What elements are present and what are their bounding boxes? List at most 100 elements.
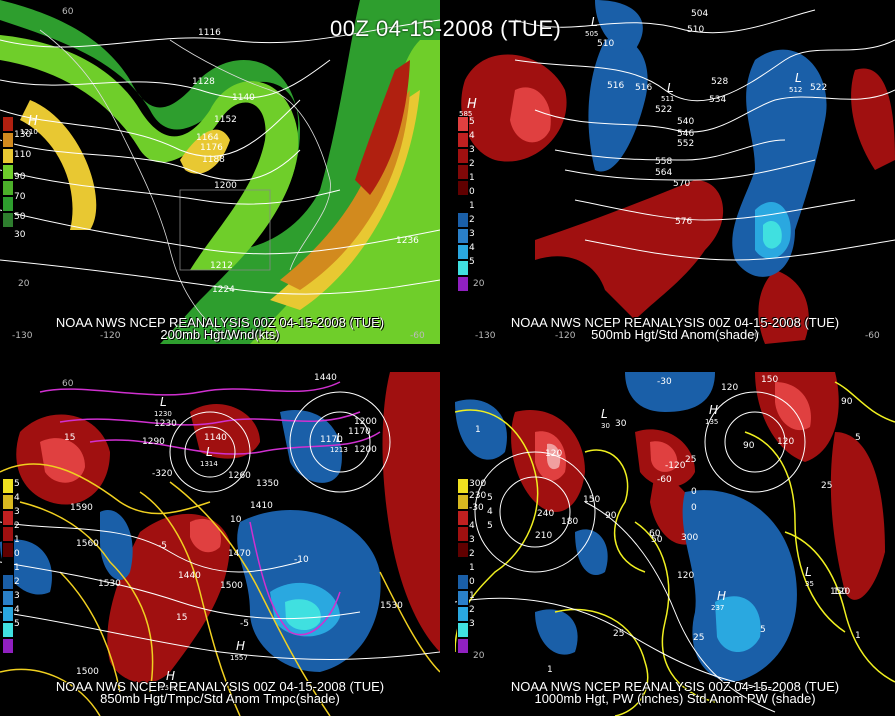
contour-label: 90 (841, 397, 853, 407)
legend-label: 0 (469, 187, 475, 197)
positive-anomaly-3 (382, 372, 440, 652)
legend-label: 5 (487, 493, 493, 503)
positive-anomaly-4 (190, 403, 260, 459)
lon-label: -120 (555, 331, 576, 341)
contour-label: 1230 (154, 419, 177, 429)
positive-anomaly-core (510, 87, 551, 143)
pressure-center-value: 512 (789, 86, 802, 94)
panel-1000mb: 20 L 30 H 135 H 237 L 35 120 150 -30 30 … (455, 372, 895, 716)
pressure-center-letter: L (336, 431, 343, 445)
contour-label: 25 (613, 629, 624, 639)
pressure-center-letter: H (236, 639, 245, 653)
pressure-center-value: 585 (459, 110, 472, 118)
legend-label: 1 (469, 591, 475, 601)
lat-label: 60 (62, 7, 74, 17)
contour-label: 1176 (200, 143, 223, 153)
pressure-center-value: 30 (601, 422, 610, 430)
contour-label: 1188 (202, 155, 225, 165)
positive-anomaly-core-3 (650, 441, 678, 472)
pressure-center-value: 135 (705, 418, 718, 426)
panel-850mb: 60 L 1230 L 1314 L 1213 H 1557 H 1542 14… (0, 372, 440, 716)
contour-label: -120 (665, 461, 686, 471)
pressure-center-value: 1213 (330, 446, 348, 454)
negative-anomaly-core (715, 596, 761, 652)
contour-label: 1500 (76, 667, 99, 677)
panel-caption-line2: 200mb Hgt/Wnd(kts) (160, 327, 280, 342)
legend-label: -30 (469, 503, 484, 513)
panel-caption-line1: NOAA NWS NCEP REANALYSIS 00Z 04-15-2008 … (510, 315, 840, 330)
lon-label: -120 (100, 331, 121, 341)
contour-label: 50 (651, 535, 663, 545)
negative-anomaly (588, 38, 648, 172)
std-anomaly-legend: 300 230 -30 5 4 3 2 1 0 1 2 3 4 5 (457, 478, 493, 654)
pressure-center-letter: H (717, 589, 726, 603)
contour-label: -60 (657, 475, 672, 485)
contour-label: 210 (535, 531, 552, 541)
legend-label: 110 (14, 150, 32, 160)
legend-label: 2 (469, 159, 475, 169)
contour-label: 546 (677, 129, 694, 139)
legend-label: 3 (469, 145, 475, 155)
legend-label: 90 (14, 172, 26, 182)
legend-label: 2 (14, 521, 20, 531)
contour-label: 150 (830, 587, 847, 597)
contour-label: 1152 (214, 115, 237, 125)
panel-850mb-map: 60 L 1230 L 1314 L 1213 H 1557 H 1542 14… (0, 372, 440, 716)
panel-500mb: -130 -120 -90 -60 20 H 585 L 505 L 511 L… (455, 0, 895, 344)
contour-label: 1440 (314, 373, 337, 383)
pressure-center-letter: L (805, 565, 812, 579)
positive-anomaly-5 (830, 432, 885, 600)
map-title: 00Z 04-15-2008 (TUE) (330, 16, 562, 41)
contour-label: 1260 (228, 471, 251, 481)
contour-label: 1164 (196, 133, 219, 143)
negative-anomaly-5 (535, 609, 578, 655)
legend-label: 130 (14, 130, 32, 140)
contour-label: 522 (810, 83, 827, 93)
lon-label: -60 (410, 331, 425, 341)
contour-label: 516 (607, 81, 624, 91)
contour-label: 1140 (232, 93, 255, 103)
contour-label: -5 (158, 541, 167, 551)
contour-label: 0 (691, 487, 697, 497)
contour-label: 1530 (380, 601, 403, 611)
legend-label: 1 (469, 563, 475, 573)
pressure-center-letter: L (160, 395, 167, 409)
lon-label: -90 (745, 331, 760, 341)
contour-label: 1470 (228, 549, 251, 559)
panel-caption-line1: NOAA NWS NCEP REANALYSIS 00Z 04-15-2008 … (55, 679, 385, 694)
contour-label: 516 (635, 83, 652, 93)
legend-label: 5 (487, 521, 493, 531)
contour-label: 300 (681, 533, 698, 543)
contour-label: 120 (721, 383, 738, 393)
jet-core-yellow (20, 100, 97, 230)
contour-label: 1170 (348, 427, 371, 437)
contour-label: 120 (677, 571, 694, 581)
contour-label: 552 (677, 139, 694, 149)
negative-anomaly (455, 399, 507, 460)
contour-label: 1590 (70, 503, 93, 513)
contour-label: 564 (655, 168, 672, 178)
legend-label: 30 (14, 230, 26, 240)
contour-label: 0 (691, 503, 697, 513)
contour-label: -30 (657, 377, 672, 387)
legend-label: 70 (14, 192, 26, 202)
legend-label: 2 (14, 577, 20, 587)
jet-band-mid (0, 35, 299, 270)
pressure-center-letter: L (601, 407, 608, 421)
contour-label: 120 (545, 449, 562, 459)
legend-label: 0 (469, 577, 475, 587)
contour-label: 1440 (178, 571, 201, 581)
contour-label: 25 (693, 633, 704, 643)
positive-anomaly-3 (851, 68, 895, 170)
contour-label: 1410 (250, 501, 273, 511)
contour-label: 558 (655, 157, 672, 167)
pressure-center-value: 1542 (160, 684, 178, 692)
panel-caption-line1: NOAA NWS NCEP REANALYSIS 00Z 04-15-2008 … (55, 315, 385, 330)
lat-label: 60 (62, 379, 74, 389)
legend-label: 5 (469, 257, 475, 267)
contour-label: 1170 (320, 435, 343, 445)
panel-caption-line2: 1000mb Hgt, PW (inches) Std Anom PW (sha… (534, 691, 816, 706)
panel-caption-line2: 500mb Hgt/Std Anom(shade) (591, 327, 759, 342)
negative-anomaly-core-2 (285, 599, 321, 631)
contour-label: 522 (655, 105, 672, 115)
